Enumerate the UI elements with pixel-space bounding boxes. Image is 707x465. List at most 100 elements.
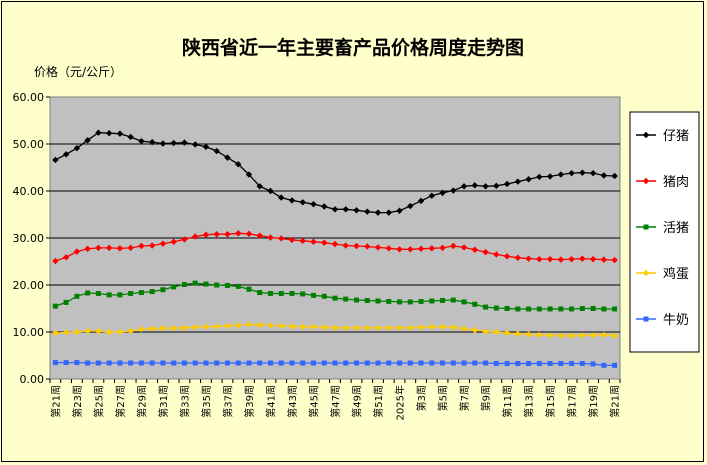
y-tick-label: 40.00	[13, 185, 45, 198]
legend-label: 鸡蛋	[663, 266, 689, 282]
data-point	[278, 290, 284, 296]
data-point	[493, 182, 500, 190]
x-axis-ticks: 第21周 第23周 第25周 第27周 第29周 第31周 第33周 第35周 第37周 第39周…	[49, 379, 622, 420]
data-point	[299, 323, 306, 331]
data-point	[149, 289, 155, 295]
data-point	[525, 176, 532, 183]
data-point	[257, 290, 263, 296]
data-point	[546, 173, 554, 180]
data-point	[386, 360, 392, 366]
data-point	[418, 298, 424, 304]
x-tick-label: 第21周	[49, 385, 62, 418]
legend-marker	[643, 224, 649, 230]
data-point	[428, 192, 435, 199]
data-point	[546, 332, 554, 339]
data-point	[342, 206, 349, 213]
x-tick-label: 第45周	[307, 385, 320, 418]
data-point	[235, 283, 241, 289]
data-point	[138, 137, 145, 145]
data-point	[493, 328, 500, 336]
data-point	[128, 290, 134, 296]
series-layer	[52, 129, 618, 368]
x-tick-label: 第27周	[114, 385, 127, 418]
data-point	[73, 145, 81, 152]
data-point	[472, 301, 478, 307]
data-point	[63, 360, 69, 366]
data-point	[385, 209, 392, 216]
data-point	[461, 299, 467, 305]
data-point	[417, 197, 425, 205]
data-point	[138, 360, 144, 366]
data-point	[191, 141, 199, 148]
data-point	[127, 327, 134, 335]
x-tick-label: 第41周	[264, 385, 277, 418]
data-point	[407, 299, 413, 305]
data-point	[503, 329, 511, 337]
data-point	[321, 360, 327, 366]
data-point	[235, 230, 242, 237]
data-point	[62, 329, 70, 336]
data-point	[364, 243, 371, 250]
data-point	[417, 245, 425, 253]
data-point	[235, 360, 241, 366]
data-point	[450, 297, 456, 303]
data-point	[310, 200, 317, 208]
data-point	[417, 324, 425, 331]
data-point	[385, 245, 392, 252]
data-point	[138, 242, 145, 250]
data-point	[106, 292, 112, 298]
data-point	[396, 324, 403, 331]
data-point	[600, 256, 608, 263]
data-point	[246, 360, 252, 366]
data-point	[460, 325, 468, 332]
data-point	[440, 360, 446, 366]
data-point	[289, 360, 295, 366]
data-point	[386, 298, 392, 304]
data-point	[300, 360, 306, 366]
data-point	[590, 306, 596, 311]
data-point	[364, 360, 370, 366]
data-point	[568, 255, 575, 263]
data-point	[482, 248, 489, 256]
data-point	[310, 292, 316, 298]
data-point	[332, 295, 338, 301]
x-tick-label: 第47周	[329, 385, 342, 418]
data-point	[224, 322, 231, 330]
data-point	[181, 282, 187, 288]
data-point	[546, 255, 554, 263]
data-point	[568, 332, 575, 339]
series-2	[52, 230, 618, 265]
data-point	[289, 290, 295, 296]
data-point	[503, 253, 511, 260]
data-point	[73, 328, 81, 336]
chart-title: 陕西省近一年主要畜产品价格周度走势图	[182, 36, 524, 59]
data-point	[149, 360, 155, 366]
data-point	[245, 171, 253, 178]
x-tick-label: 第17周	[566, 385, 579, 418]
data-point	[407, 202, 414, 210]
data-point	[526, 306, 532, 312]
data-point	[300, 291, 306, 297]
data-point	[52, 156, 59, 164]
data-point	[299, 237, 306, 245]
data-point	[95, 360, 101, 366]
data-point	[267, 187, 274, 195]
data-point	[170, 325, 177, 332]
data-point	[601, 306, 607, 312]
data-point	[224, 154, 231, 161]
data-point	[170, 139, 177, 147]
data-point	[331, 206, 339, 213]
data-point	[471, 246, 479, 253]
data-point	[160, 360, 166, 366]
x-tick-label: 第25周	[92, 385, 105, 418]
data-point	[526, 360, 532, 366]
data-point	[267, 322, 274, 329]
data-point	[191, 324, 199, 331]
data-point	[375, 360, 381, 366]
x-tick-label: 第13周	[523, 385, 536, 418]
data-point	[569, 306, 575, 312]
data-point	[310, 323, 317, 331]
data-point	[267, 360, 273, 366]
x-tick-label: 第51周	[372, 385, 385, 418]
